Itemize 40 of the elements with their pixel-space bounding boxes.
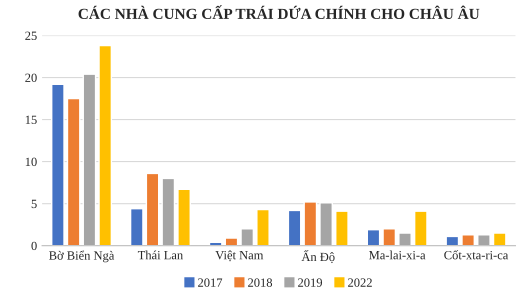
x-tick-label: Thái Lan: [138, 250, 183, 260]
y-tick-label: 0: [31, 242, 37, 250]
y-tick-label: 5: [32, 200, 37, 208]
chart-title: CÁC NHÀ CUNG CẤP TRÁI DỨA CHÍNH CHO CHÂU ÂU: [78, 5, 480, 20]
legend-label: 2022: [348, 278, 372, 287]
bar: [130, 208, 144, 246]
bar: [382, 228, 396, 246]
bar: [492, 232, 507, 246]
bar: [319, 202, 333, 246]
bar: [146, 172, 160, 246]
y-tick-label: 10: [26, 158, 37, 166]
bar: [51, 84, 65, 246]
bar: [82, 73, 96, 246]
bar: [224, 237, 238, 246]
bar: [398, 232, 412, 246]
x-tick-label: Bờ Biển Ngà: [49, 250, 114, 262]
x-tick-label: Ấn Độ: [302, 250, 335, 264]
y-tick-label: 20: [25, 74, 37, 82]
y-tick-label: 25: [25, 32, 37, 40]
x-tick-label: Cốt-xta-ri-ca: [444, 250, 508, 260]
y-tick-label: 15: [26, 116, 37, 124]
bar: [240, 228, 254, 246]
legend-label: 2017: [198, 278, 222, 287]
bar: [288, 210, 302, 246]
bar: [177, 188, 191, 246]
bar: [256, 208, 270, 246]
x-tick-label: Ma-lai-xi-a: [369, 250, 426, 260]
bar: [414, 210, 428, 246]
bar: [366, 229, 380, 246]
legend-label: 2018: [248, 278, 272, 287]
legend-label: 2019: [298, 278, 322, 287]
bar: [66, 98, 80, 246]
bar: [461, 234, 475, 246]
bar: [161, 178, 176, 246]
bar: [303, 201, 318, 246]
bar: [446, 236, 460, 246]
bar: [335, 210, 349, 246]
x-tick-label: Việt Nam: [215, 250, 264, 262]
bar: [98, 44, 112, 246]
bar: [477, 234, 491, 246]
